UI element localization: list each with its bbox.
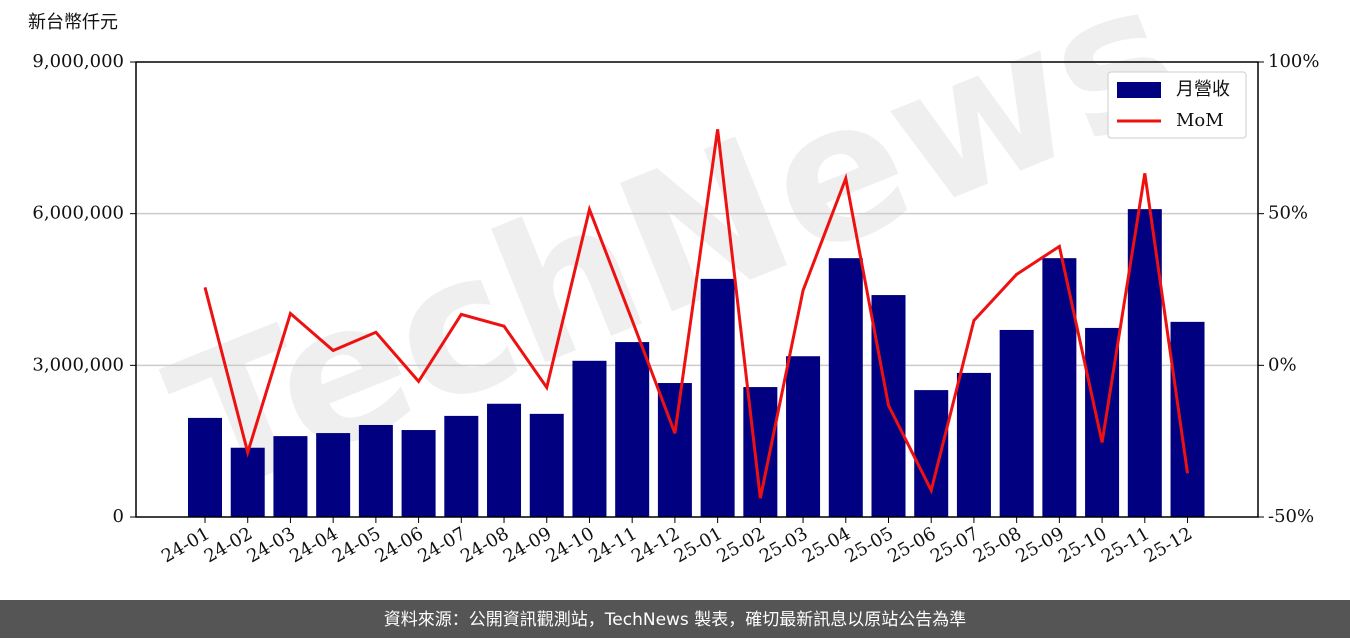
y2-tick-label: -50%: [1268, 506, 1314, 527]
bar: [1085, 327, 1120, 517]
x-tick-label: 24-03: [243, 523, 298, 567]
bar: [529, 413, 564, 517]
plot-frame: [135, 61, 1259, 518]
footer-text: 資料來源：公開資訊觀測站，TechNews 製表，確切最新訊息以原站公告為準: [384, 610, 966, 630]
x-tick-label: 24-04: [286, 523, 341, 567]
y-unit-label: 新台幣仟元: [28, 12, 118, 33]
x-tick-label: 24-01: [158, 523, 213, 567]
y-tick-label: 6,000,000: [32, 203, 124, 224]
x-tick-label: 24-08: [457, 523, 512, 567]
footer-bar: [0, 600, 1350, 638]
mom-line: [203, 129, 1190, 499]
y2-tick-label: 100%: [1268, 51, 1319, 72]
bar: [358, 424, 393, 517]
x-tick-label: 25-06: [884, 523, 939, 567]
x-tick-label: 24-07: [414, 523, 469, 567]
y2-tick-label: 0%: [1268, 354, 1297, 375]
x-tick-label: 24-09: [500, 523, 555, 567]
x-tick-label: 24-10: [543, 523, 598, 567]
bar: [786, 356, 821, 517]
bar: [700, 278, 735, 517]
legend-swatch: [1117, 82, 1161, 98]
bar: [316, 433, 351, 517]
y-tick-label: 3,000,000: [32, 354, 124, 375]
x-tick-label: 25-08: [970, 523, 1025, 567]
legend-label: 月營收: [1176, 79, 1230, 100]
x-tick-label: 25-04: [799, 523, 854, 567]
x-tick-label: 24-11: [585, 523, 640, 567]
x-tick-label: 24-06: [372, 523, 427, 567]
x-tick-label: 25-02: [713, 523, 768, 567]
x-tick-label: 25-07: [927, 523, 982, 567]
bar: [615, 342, 650, 517]
legend-label: MoM: [1176, 110, 1224, 131]
bar: [572, 360, 607, 517]
bar: [273, 436, 308, 517]
bar: [230, 447, 265, 517]
x-tick-label: 24-05: [329, 523, 384, 567]
x-tick-label: 25-10: [1055, 523, 1110, 567]
y2-tick-label: 50%: [1268, 203, 1308, 224]
bar: [401, 430, 436, 517]
x-tick-label: 25-09: [1012, 523, 1067, 567]
y-tick-label: 0: [113, 506, 124, 527]
x-tick-label: 25-11: [1098, 523, 1153, 567]
x-tick-label: 25-01: [671, 523, 726, 567]
bar: [956, 372, 991, 517]
bar: [999, 329, 1034, 517]
bar: [914, 390, 949, 517]
y-tick-label: 9,000,000: [32, 51, 124, 72]
x-tick-label: 25-03: [756, 523, 811, 567]
bar: [188, 417, 222, 517]
bar: [1170, 321, 1205, 517]
bar: [444, 415, 479, 517]
bar: [828, 258, 863, 517]
x-tick-label: 24-12: [628, 523, 683, 567]
x-tick-label: 25-12: [1141, 523, 1196, 567]
x-tick-label: 25-05: [842, 523, 897, 567]
bar: [487, 403, 522, 517]
